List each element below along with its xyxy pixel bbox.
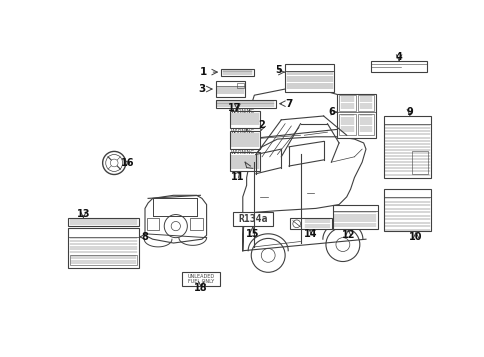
Circle shape: [110, 159, 118, 167]
Text: 11: 11: [230, 172, 243, 182]
Text: 1: 1: [199, 67, 207, 77]
Polygon shape: [145, 195, 206, 243]
Bar: [338, 114, 355, 135]
Bar: [232, 212, 272, 226]
Text: 2: 2: [258, 120, 265, 130]
Bar: [215, 100, 275, 107]
Circle shape: [261, 248, 274, 262]
Bar: [411, 151, 427, 174]
Text: 8: 8: [141, 232, 148, 242]
Bar: [215, 81, 244, 97]
Text: 3: 3: [198, 84, 205, 94]
Text: FUEL ONLY: FUEL ONLY: [188, 279, 214, 284]
Bar: [358, 114, 373, 135]
Polygon shape: [246, 89, 365, 139]
Circle shape: [103, 151, 125, 175]
Text: 18: 18: [194, 283, 208, 293]
Bar: [69, 255, 137, 265]
Text: UNLEADED: UNLEADED: [187, 275, 214, 280]
Bar: [182, 272, 220, 286]
Bar: [371, 61, 426, 72]
Text: 7: 7: [285, 99, 292, 109]
Text: 12: 12: [341, 230, 354, 240]
Circle shape: [325, 228, 359, 262]
Text: 15: 15: [245, 229, 259, 239]
Bar: [383, 116, 431, 177]
Bar: [383, 189, 431, 231]
Bar: [358, 95, 373, 111]
Text: WARNING: WARNING: [231, 150, 255, 155]
Bar: [221, 69, 253, 76]
Text: 16: 16: [121, 158, 134, 168]
Circle shape: [251, 238, 285, 272]
Bar: [229, 131, 260, 149]
Text: 9: 9: [406, 107, 412, 117]
Text: 13: 13: [76, 209, 90, 219]
Bar: [337, 94, 375, 138]
Bar: [332, 205, 377, 229]
Circle shape: [106, 155, 122, 171]
Bar: [237, 83, 243, 88]
Bar: [229, 111, 260, 127]
Text: R134a: R134a: [238, 214, 267, 224]
Text: 6: 6: [327, 107, 334, 117]
Bar: [338, 95, 355, 111]
Text: 14: 14: [303, 229, 317, 239]
Text: 4: 4: [395, 52, 402, 62]
Bar: [289, 218, 332, 229]
Text: 5: 5: [275, 65, 282, 75]
Circle shape: [292, 220, 300, 228]
Text: 10: 10: [408, 232, 422, 242]
Text: WARNING: WARNING: [231, 109, 255, 114]
Bar: [146, 218, 159, 230]
Bar: [68, 218, 138, 226]
Bar: [229, 152, 260, 171]
Text: WARNING: WARNING: [231, 129, 255, 134]
Bar: [190, 218, 202, 230]
Circle shape: [335, 238, 349, 252]
Bar: [285, 64, 334, 92]
Polygon shape: [242, 137, 365, 251]
Circle shape: [164, 215, 187, 238]
Text: 17: 17: [228, 102, 242, 112]
Circle shape: [171, 221, 180, 231]
Bar: [68, 228, 138, 268]
